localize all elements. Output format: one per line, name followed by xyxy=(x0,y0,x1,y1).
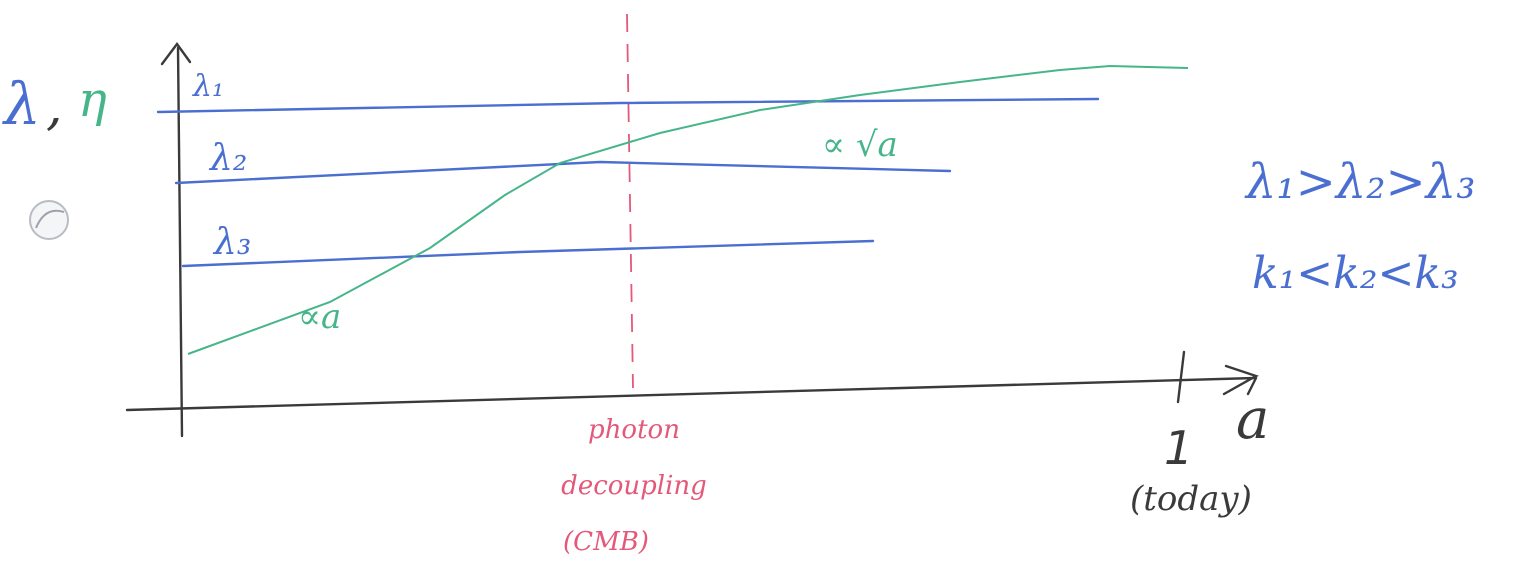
lambda1-line xyxy=(156,97,1100,114)
horizon-late-label: ∝ √a xyxy=(822,125,898,165)
x-axis-tick xyxy=(1176,350,1186,404)
wavelength-lines xyxy=(156,97,1100,268)
hole-punch-icon xyxy=(29,200,69,240)
decoupling-line2: decoupling xyxy=(561,471,707,501)
decoupling-line xyxy=(626,13,634,389)
lambda3-label: λ₃ xyxy=(212,222,251,263)
lambda2-label: λ₂ xyxy=(208,138,247,179)
x-axis-arrowhead xyxy=(1222,364,1259,396)
wavelength-relation: λ₁>λ₂>λ₃ xyxy=(1244,154,1475,210)
y-axis xyxy=(176,46,184,438)
y-axis-comma: , xyxy=(46,77,63,137)
y-axis-arrowhead xyxy=(160,41,192,66)
x-tick-label: 1 xyxy=(1164,421,1193,475)
x-axis xyxy=(125,376,1257,412)
decoupling-line1: photon xyxy=(588,415,680,445)
lambda1-label: λ₁ xyxy=(192,69,224,104)
x-axis-label: a xyxy=(1236,387,1269,452)
y-axis-lambda: λ xyxy=(2,70,41,138)
lambda3-line xyxy=(181,239,875,268)
decoupling-line3: (CMB) xyxy=(563,527,649,557)
wavenumber-relation: k₁<k₂<k₃ xyxy=(1252,248,1459,299)
x-tick-caption: (today) xyxy=(1130,479,1252,519)
decoupling-annotation: photon decoupling (CMB) xyxy=(561,415,707,557)
horizon-curve xyxy=(187,64,1189,355)
horizon-early-label: ∝a xyxy=(298,297,341,337)
y-axis-eta: η xyxy=(78,72,107,128)
lambda2-line xyxy=(174,160,952,185)
